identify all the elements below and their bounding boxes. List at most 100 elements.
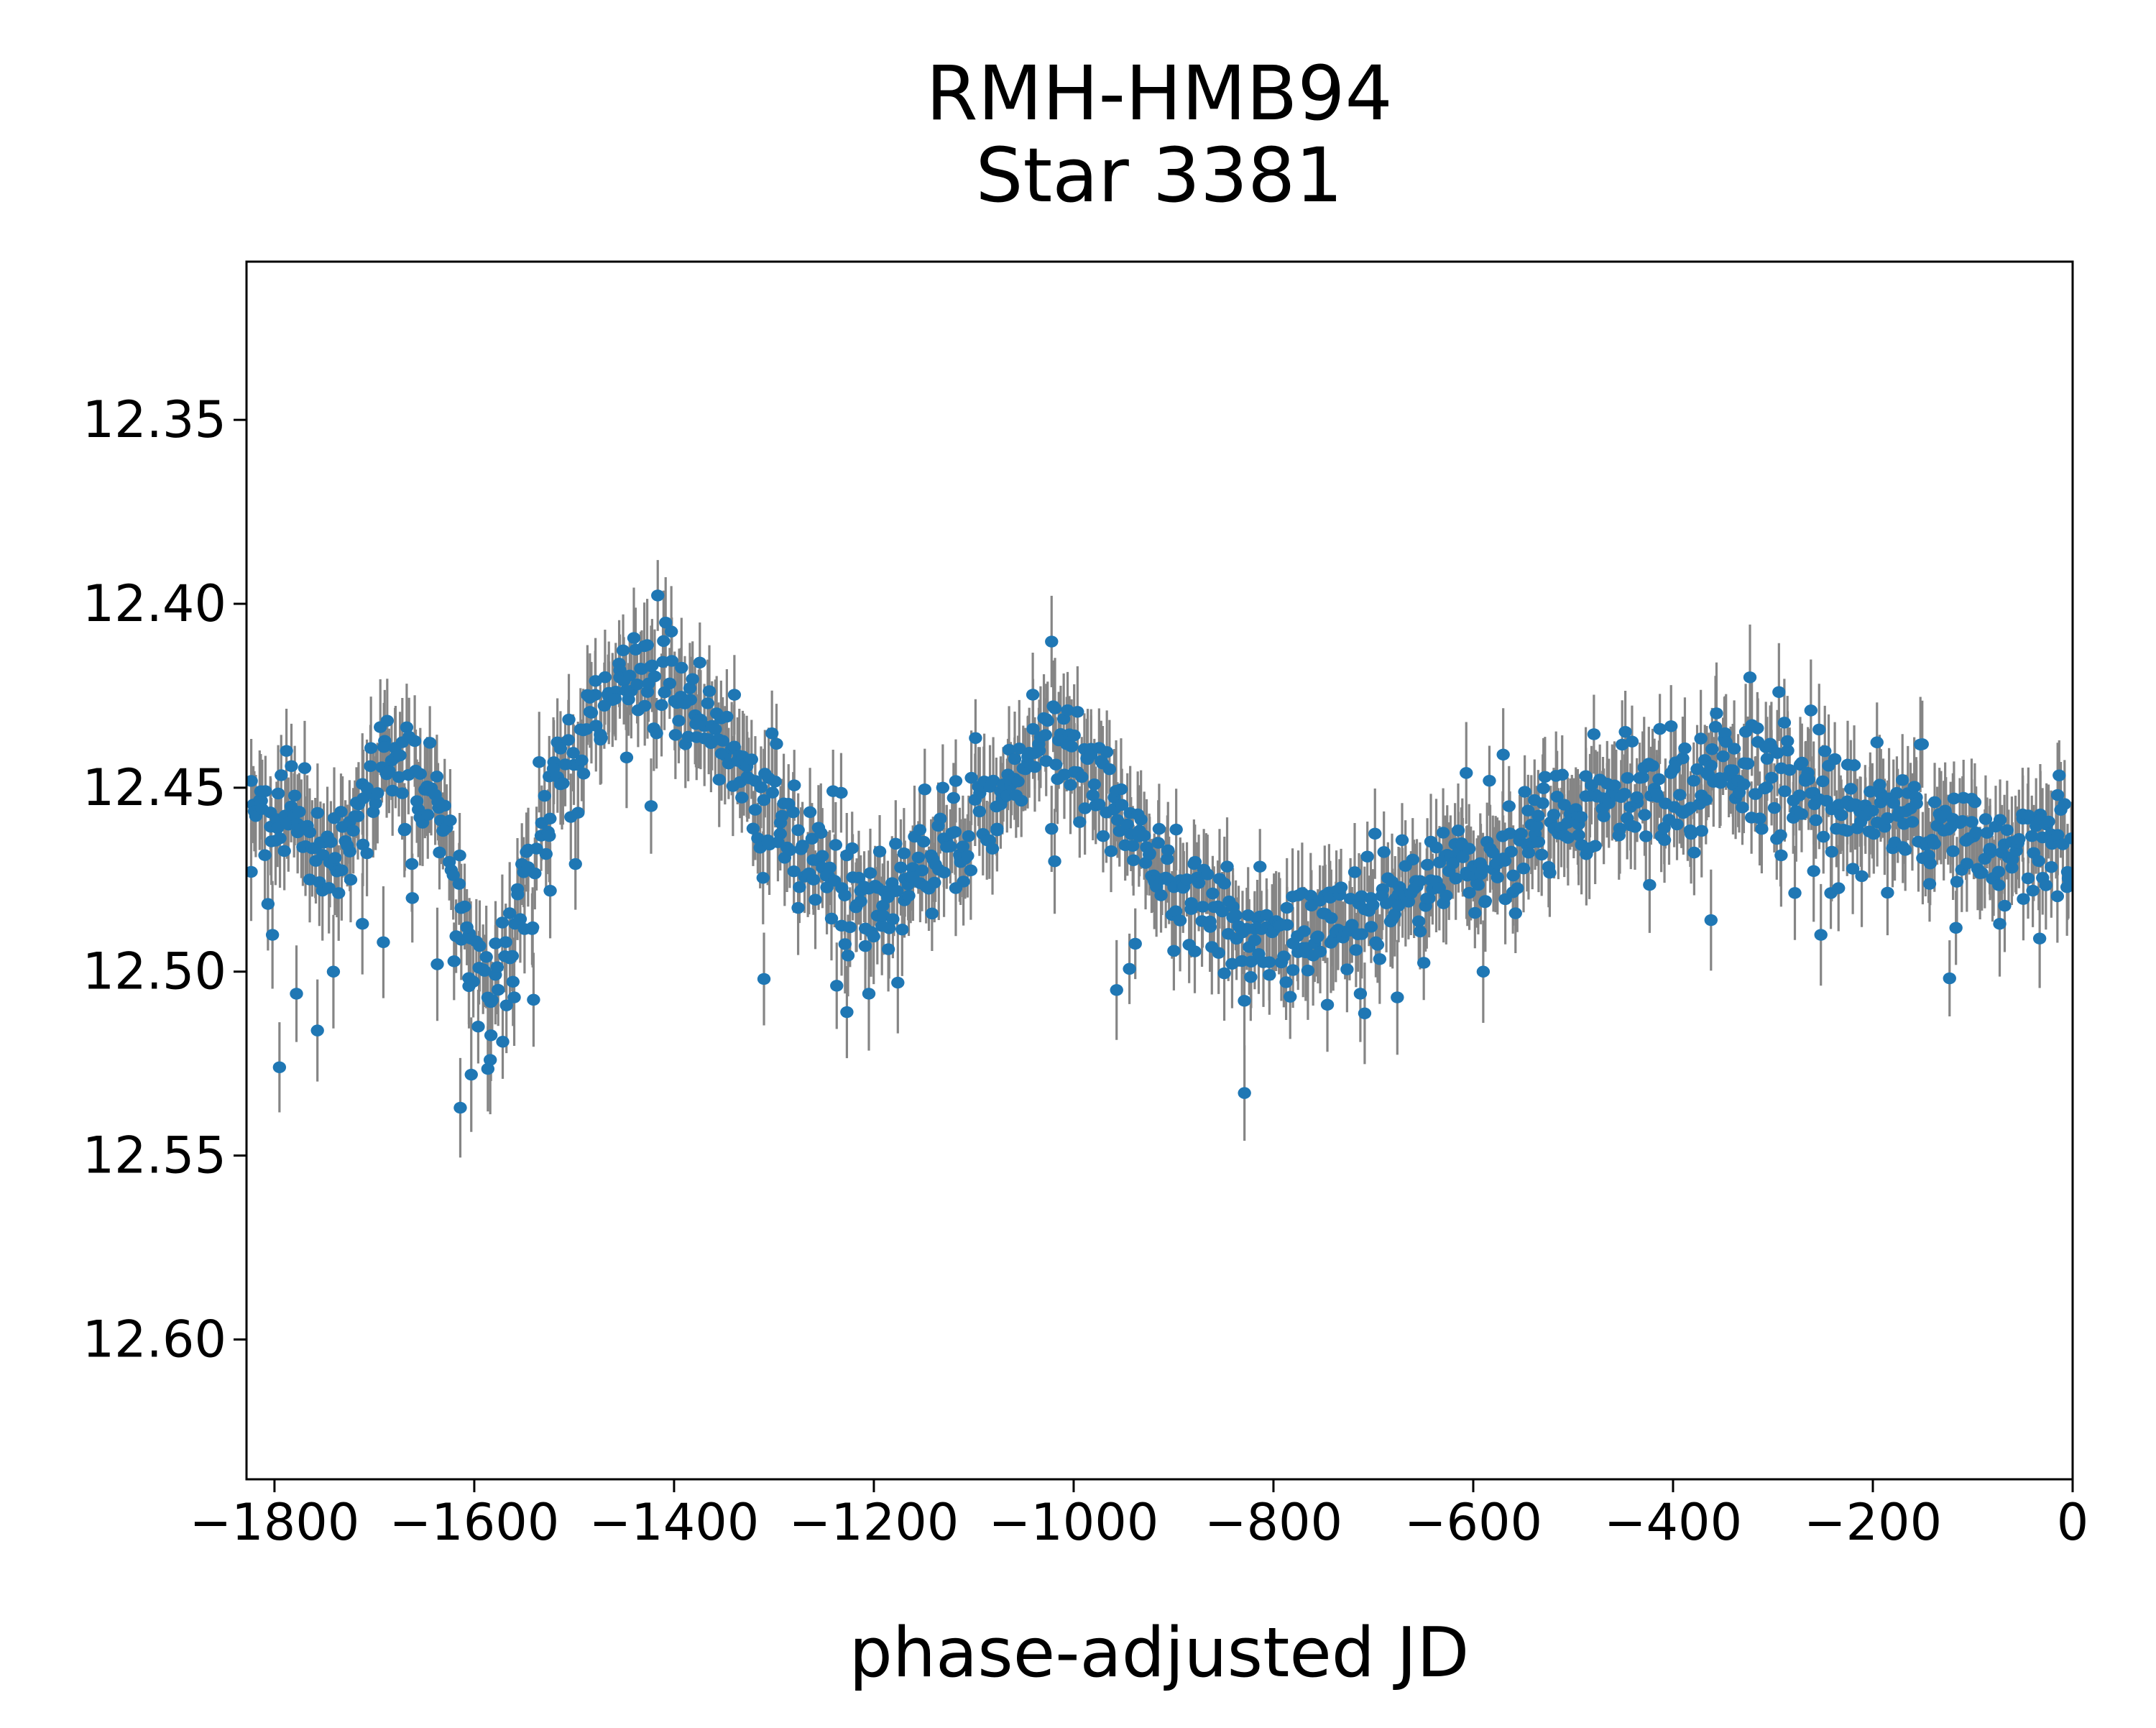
data-point: [623, 669, 637, 681]
plot-title-line1: RMH-HMB94: [926, 50, 1392, 137]
data-point: [364, 760, 377, 772]
data-point: [556, 777, 570, 789]
data-point: [528, 867, 542, 880]
data-point: [1456, 851, 1470, 863]
data-point: [1075, 771, 1089, 783]
data-point: [834, 786, 848, 799]
data-point: [808, 893, 822, 906]
data-point: [638, 699, 652, 712]
data-point: [1206, 887, 1220, 900]
data-point: [1244, 955, 1258, 968]
data-point: [1881, 812, 1894, 824]
data-point: [1468, 906, 1482, 919]
data-point: [499, 936, 512, 948]
data-point: [464, 1068, 478, 1081]
data-point: [584, 707, 599, 719]
data-point: [1045, 822, 1059, 835]
data-point: [423, 737, 437, 749]
data-point: [1203, 915, 1217, 928]
data-point: [1238, 1087, 1251, 1099]
x-tick-label: −800: [1204, 1493, 1342, 1552]
data-point: [1460, 767, 1473, 779]
data-point: [1377, 846, 1391, 858]
data-point: [890, 885, 904, 897]
data-point: [1780, 735, 1795, 748]
data-point: [608, 692, 622, 705]
data-point: [1867, 827, 1881, 840]
data-point: [371, 787, 384, 799]
data-point: [1516, 863, 1531, 875]
data-point: [1161, 852, 1174, 865]
data-point: [770, 737, 783, 750]
data-point: [1161, 844, 1175, 857]
data-point: [751, 832, 765, 845]
data-point: [1847, 759, 1861, 771]
data-point: [1531, 809, 1545, 822]
data-point: [1349, 944, 1363, 956]
data-point: [1416, 957, 1431, 969]
data-point: [1795, 808, 1809, 820]
data-point: [1429, 841, 1443, 854]
data-point: [533, 756, 546, 768]
data-point: [788, 779, 801, 791]
data-point: [2064, 832, 2073, 845]
data-point: [1137, 829, 1151, 842]
data-point: [421, 809, 435, 821]
data-point: [852, 871, 866, 884]
data-point: [1694, 732, 1708, 745]
plot-title-line2: Star 3381: [975, 132, 1342, 219]
data-point: [1713, 777, 1728, 789]
data-point: [961, 850, 975, 862]
data-point: [1530, 819, 1544, 832]
data-point: [816, 850, 829, 862]
data-point: [1073, 816, 1087, 828]
data-point: [765, 727, 779, 740]
data-point: [1049, 758, 1063, 771]
data-point: [841, 950, 855, 962]
data-point: [1538, 771, 1552, 783]
data-point: [1812, 723, 1826, 736]
data-point: [891, 976, 905, 989]
data-point: [1422, 892, 1436, 904]
data-point: [1969, 826, 1983, 839]
data-point: [377, 740, 391, 753]
data-point: [1818, 745, 1832, 758]
data-point: [1759, 781, 1774, 794]
data-point: [1743, 671, 1757, 684]
data-point: [1045, 635, 1059, 648]
data-point: [665, 655, 678, 667]
x-tick-label: −1600: [390, 1493, 560, 1552]
data-point: [562, 713, 576, 726]
data-point: [956, 840, 970, 852]
data-point: [2017, 893, 2030, 905]
data-point: [854, 895, 867, 908]
data-point: [1946, 845, 1960, 858]
data-point: [727, 689, 742, 701]
data-point: [1325, 911, 1338, 924]
data-point: [271, 787, 285, 800]
data-point: [1864, 786, 1877, 798]
data-point: [1395, 834, 1409, 847]
data-point: [1753, 812, 1766, 824]
data-point: [1491, 871, 1504, 883]
data-point: [1927, 796, 1942, 809]
data-point: [1128, 937, 1142, 950]
data-point: [364, 742, 378, 754]
data-point: [360, 847, 374, 860]
data-point: [1067, 729, 1081, 742]
data-point: [1783, 763, 1797, 776]
data-point: [1478, 896, 1492, 909]
data-point: [1898, 844, 1912, 856]
data-point: [438, 799, 451, 812]
data-point: [1684, 827, 1698, 840]
data-point: [1439, 889, 1453, 902]
data-point: [1503, 827, 1517, 840]
data-point: [1263, 969, 1276, 981]
data-point: [1476, 965, 1491, 978]
data-point: [543, 829, 556, 842]
data-point: [2025, 830, 2039, 842]
data-point: [351, 810, 365, 822]
data-point: [1334, 881, 1348, 893]
data-point: [1238, 995, 1251, 1007]
